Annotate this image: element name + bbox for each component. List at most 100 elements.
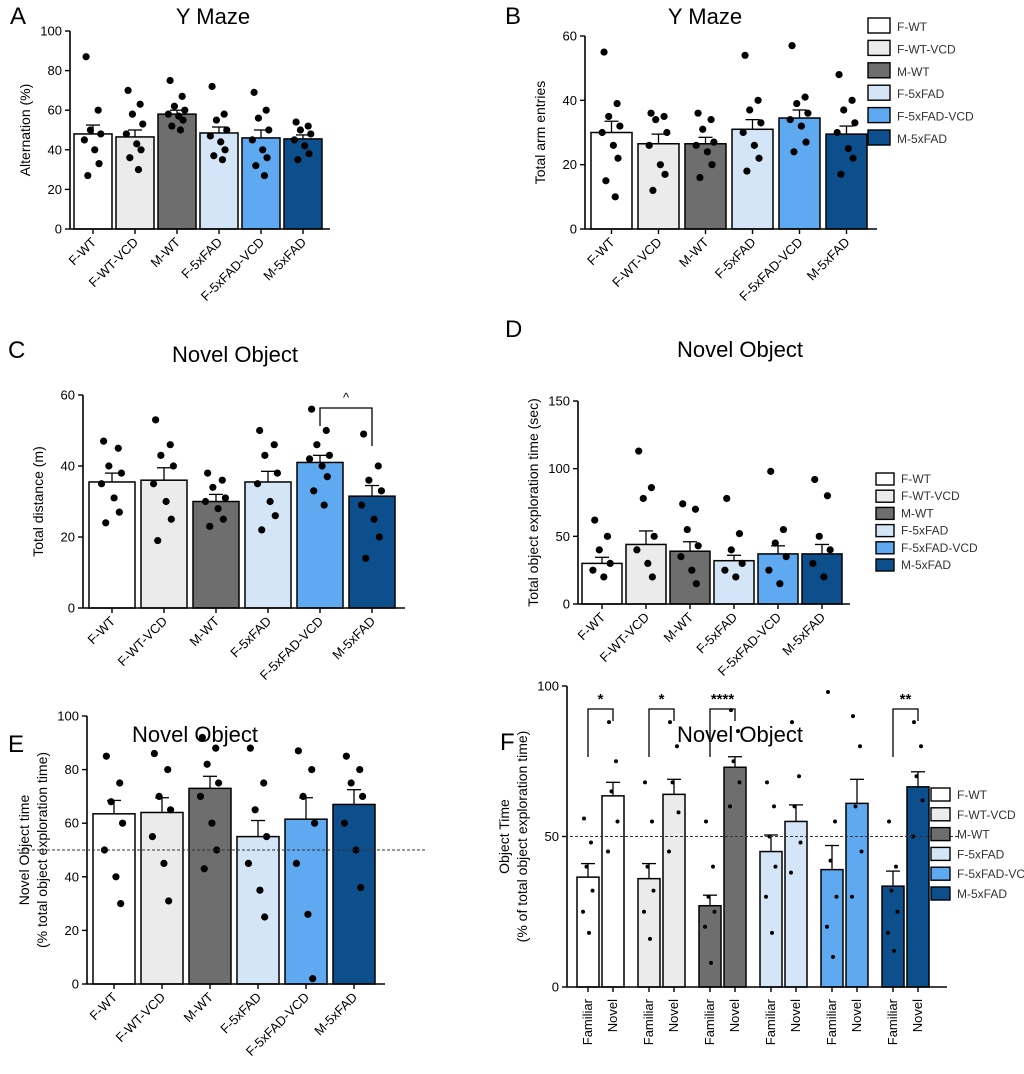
data-point [107,798,115,806]
data-point [614,154,622,162]
legend-label: M-5xFAD [901,558,951,572]
data-point [95,160,103,168]
data-point [892,948,896,953]
data-point [801,93,809,101]
data-point [889,888,894,893]
legend-label: F-5xFAD [901,524,949,538]
data-point [313,441,321,449]
legend-swatch [875,523,895,538]
data-point [246,744,254,752]
data-point [168,122,176,130]
data-point [273,469,282,477]
data-point [692,141,700,149]
data-point [581,909,585,914]
chart-title: Novel Object [132,722,258,747]
data-point [797,774,801,779]
significance-bracket [319,407,373,446]
panel-letter: C [8,337,25,364]
x-tick-label: Novel [849,999,864,1032]
data-point [643,780,647,785]
data-point [645,864,650,869]
data-point [263,154,271,162]
data-point [661,170,669,178]
data-point [736,729,740,734]
data-point [208,819,216,827]
data-point [117,469,126,477]
data-point [789,870,793,875]
data-point [587,930,591,935]
data-point [213,846,221,854]
legend-label: F-5xFAD-VCD [897,110,974,124]
data-point [835,71,843,79]
y-tick-label: 80 [48,63,62,78]
data-point [609,141,617,149]
data-point [206,522,214,530]
bar-f-5xfad [236,835,280,985]
panel-f: Familiar Novel Familiar Novel Familiar Novel F… [496,679,959,1045]
legend-label: F-5xFAD-VCD [901,541,978,555]
data-point [292,859,301,868]
data-point [256,426,264,435]
y-tick-label: 50 [545,829,559,844]
data-point [606,559,614,568]
data-point [750,141,758,149]
data-point [360,430,368,438]
data-point [755,154,763,162]
data-point [649,186,657,194]
data-point [210,152,218,160]
data-point [886,930,890,935]
data-point [258,526,266,534]
y-tick-label: 60 [65,816,79,831]
legend-label: M-WT [897,65,930,79]
panel-letter: A [10,3,26,30]
legend-label: M-5xFAD [897,132,947,146]
data-point [738,559,746,568]
data-point [157,451,165,459]
data-point [688,566,696,574]
data-point [743,167,751,175]
data-point [613,99,621,108]
data-point [679,500,687,508]
legend-top: F-WT F-WT-VCD M-WT F-5xFAD F-5xFAD-VCD M-5xFA… [867,17,974,146]
data-point [607,720,611,725]
data-point [792,804,797,809]
bar-f-wt [92,813,136,985]
legend-swatch [930,787,951,802]
legend-swatch [867,39,891,57]
data-point [221,146,229,154]
data-point [244,859,253,868]
significance-bracket [709,708,736,757]
bar-f-5xfad-novel [784,820,808,988]
data-point [347,779,355,787]
data-point [152,416,160,424]
data-point [365,476,373,484]
data-point [667,849,671,854]
data-point [250,88,258,96]
x-tick-label: Familiar [824,998,839,1045]
data-point [94,106,102,114]
x-tick-label: M-5xFAD [260,235,309,284]
data-point [254,114,263,122]
data-point [853,804,858,809]
data-point [757,119,765,127]
data-point [741,51,749,59]
data-point [691,505,700,513]
bar-f-5xfad [199,132,239,230]
x-tick-label: Novel [910,999,925,1032]
data-point [176,126,185,134]
x-tick-label: M-WT [148,234,184,270]
data-point [169,462,178,470]
data-point [112,873,120,881]
data-point [739,128,747,137]
data-point [773,864,778,869]
x-tick-label: F-WT-VCD [113,990,169,1046]
bar-m-5xfad-novel [906,786,930,988]
data-point [834,894,839,899]
data-point [652,116,660,124]
data-point [771,539,779,547]
panel-letter: E [8,731,24,758]
bar-m-5xfad [348,495,396,609]
legend-swatch [875,506,895,521]
bar-f-wt-vcd [115,136,155,230]
